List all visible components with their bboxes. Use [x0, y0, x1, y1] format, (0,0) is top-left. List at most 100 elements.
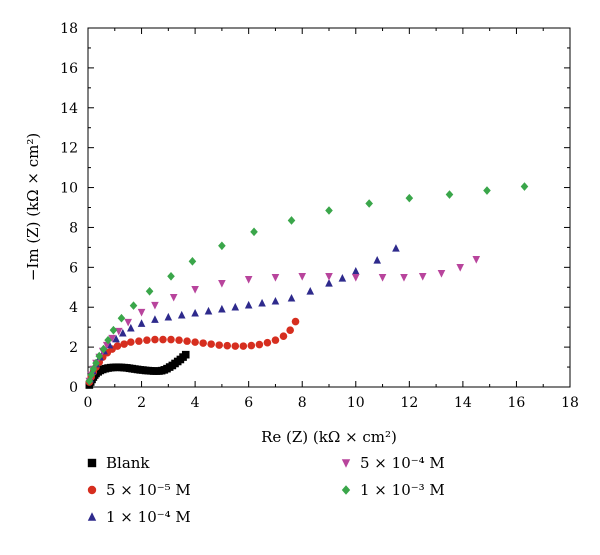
data-point — [188, 257, 197, 266]
legend-label: 1 × 10⁻³ M — [360, 481, 445, 499]
data-point — [89, 364, 98, 374]
data-point — [400, 274, 408, 282]
legend-label: Blank — [106, 454, 150, 472]
data-point — [114, 327, 123, 336]
data-point — [244, 276, 253, 284]
data-point — [151, 315, 159, 323]
data-point — [287, 293, 296, 302]
data-point — [199, 339, 207, 347]
data-point — [175, 336, 183, 344]
data-point — [151, 335, 159, 344]
x-tick-label: 18 — [561, 395, 579, 411]
data-points — [85, 182, 529, 389]
data-point — [445, 190, 454, 199]
data-point — [263, 338, 272, 347]
legend-label: 5 × 10⁻⁴ M — [360, 454, 445, 472]
data-point — [231, 302, 240, 311]
data-point — [117, 313, 126, 323]
data-point — [112, 334, 120, 343]
x-tick-label: 4 — [191, 395, 200, 411]
data-point — [108, 334, 116, 343]
data-point — [271, 296, 280, 305]
data-point — [325, 278, 333, 287]
y-tick-label: 10 — [60, 181, 78, 197]
data-point — [298, 273, 307, 281]
data-point — [405, 193, 414, 203]
data-point — [286, 326, 294, 334]
data-point — [204, 306, 213, 315]
data-point — [218, 304, 226, 313]
data-point — [351, 267, 360, 275]
y-tick-label: 0 — [69, 380, 78, 396]
data-point — [109, 325, 118, 335]
y-tick-label: 6 — [69, 260, 78, 276]
data-point — [181, 350, 190, 359]
data-point — [183, 337, 191, 345]
data-point — [127, 323, 135, 332]
data-point — [244, 300, 253, 309]
data-point — [291, 317, 300, 326]
x-tick-label: 6 — [244, 395, 253, 411]
data-point — [135, 337, 143, 345]
legend-label: 5 × 10⁻⁵ M — [106, 481, 191, 499]
data-point — [378, 274, 387, 282]
data-point — [223, 341, 232, 350]
y-tick-label: 14 — [60, 101, 78, 117]
legend-marker — [341, 459, 351, 468]
data-point — [287, 216, 296, 225]
data-point — [151, 301, 159, 310]
axis-tick-labels: 0 2 4 6 8 10 12 14 16 18 0 2 4 6 8 10 12 14 16 18 — [60, 21, 579, 411]
data-point — [218, 279, 226, 288]
legend-item: 5 × 10⁻⁴ M — [341, 454, 445, 472]
series-5 — [85, 182, 529, 386]
x-tick-label: 12 — [400, 395, 418, 411]
data-point — [137, 308, 146, 317]
y-axis-title: −Im (Z) (kΩ × cm²) — [24, 133, 42, 281]
data-point — [279, 332, 288, 340]
legend-marker — [87, 458, 97, 468]
axis-ticks — [87, 27, 571, 388]
data-point — [167, 335, 175, 344]
data-point — [250, 227, 258, 237]
data-point — [483, 186, 491, 195]
data-point — [231, 342, 240, 350]
legend-marker — [87, 512, 97, 521]
y-tick-label: 8 — [69, 220, 78, 236]
x-tick-label: 8 — [298, 395, 307, 411]
data-point — [95, 351, 104, 361]
data-point — [207, 340, 215, 348]
data-point — [218, 241, 226, 251]
data-point — [392, 244, 400, 252]
data-point — [373, 256, 381, 264]
data-point — [306, 286, 315, 295]
x-axis-title: Re (Z) (kΩ × cm²) — [261, 428, 397, 446]
data-point — [472, 256, 481, 264]
series-2 — [85, 317, 300, 386]
x-tick-label: 2 — [137, 395, 146, 411]
data-point — [255, 340, 264, 349]
data-point — [104, 335, 112, 345]
y-tick-label: 16 — [60, 61, 78, 77]
legend-item: 5 × 10⁻⁵ M — [87, 481, 191, 499]
legend-label: 1 × 10⁻⁴ M — [106, 508, 191, 526]
legend-marker — [341, 485, 351, 495]
data-point — [145, 286, 154, 296]
data-point — [456, 264, 465, 272]
x-tick-label: 0 — [84, 395, 93, 411]
data-point — [159, 335, 167, 344]
data-point — [167, 272, 175, 281]
data-point — [92, 358, 100, 368]
data-point — [325, 206, 333, 215]
series-4 — [85, 256, 481, 386]
data-point — [99, 344, 108, 354]
data-point — [247, 341, 256, 350]
legend-item: Blank — [87, 454, 150, 472]
data-point — [191, 285, 199, 294]
data-point — [191, 338, 199, 346]
data-point — [338, 274, 347, 282]
y-tick-label: 4 — [69, 300, 78, 316]
data-point — [215, 341, 224, 349]
x-tick-label: 16 — [508, 395, 526, 411]
legend-item: 1 × 10⁻³ M — [341, 481, 445, 499]
data-point — [124, 318, 132, 327]
